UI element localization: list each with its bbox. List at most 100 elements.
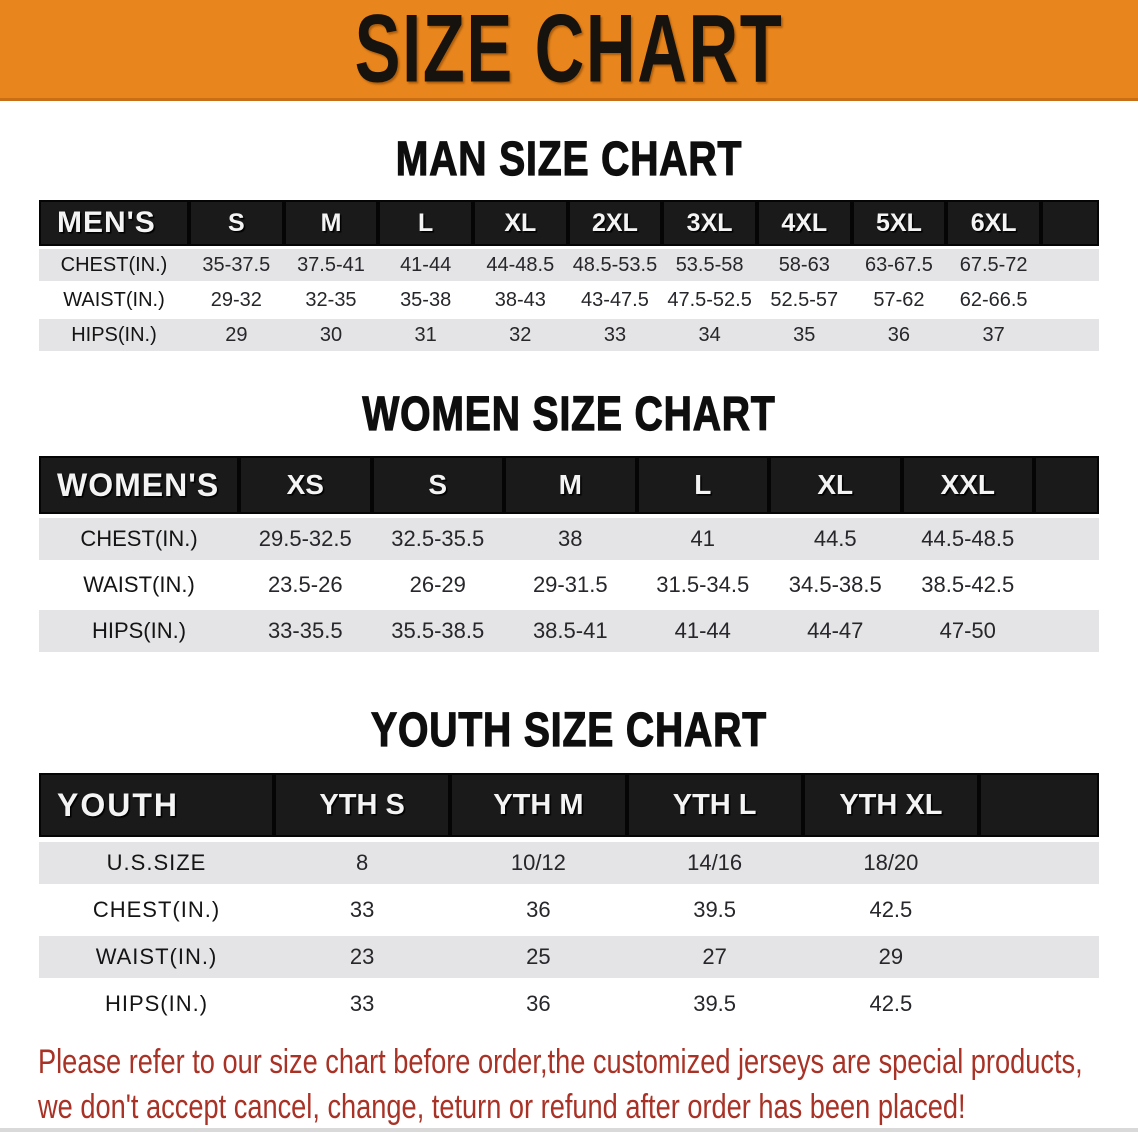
measurement-cell: 41-44 <box>378 249 473 281</box>
measurement-cell: 26-29 <box>371 564 504 606</box>
size-column-header: XXL <box>901 456 1034 514</box>
row-spacer <box>979 889 1099 931</box>
size-column-header: YTH XL <box>802 773 979 837</box>
row-spacer <box>1041 319 1099 351</box>
disclaimer-line-2: we don't accept cancel, change, teturn o… <box>38 1088 966 1126</box>
table-row: HIPS(IN.) 33 36 39.5 42.5 <box>39 983 1099 1025</box>
measurement-cell: 35-38 <box>378 284 473 316</box>
table-corner-label: YOUTH <box>39 773 274 837</box>
measurement-cell: 44-47 <box>769 610 902 652</box>
men-table-header-row: MEN'S S M L XL 2XL 3XL 4XL 5XL 6XL <box>39 200 1099 246</box>
measurement-cell: 67.5-72 <box>946 249 1041 281</box>
table-row: U.S.SIZE 8 10/12 14/16 18/20 <box>39 842 1099 884</box>
row-spacer <box>1034 610 1099 652</box>
men-table-body: CHEST(IN.) 35-37.5 37.5-41 41-44 44-48.5 48.5… <box>39 249 1099 351</box>
measurement-cell: 34 <box>662 319 757 351</box>
measurement-cell: 23.5-26 <box>239 564 372 606</box>
page-title: SIZE CHART <box>354 0 784 103</box>
measurement-cell: 32-35 <box>283 284 379 316</box>
measurement-cell: 38.5-41 <box>504 610 637 652</box>
bottom-edge-strip <box>0 1128 1138 1132</box>
measurement-cell: 31 <box>378 319 473 351</box>
men-section-heading: MAN SIZE CHART <box>395 130 743 186</box>
disclaimer: Please refer to our size chart before or… <box>0 1040 1138 1130</box>
measurement-cell: 10/12 <box>450 842 627 884</box>
size-column-header: 5XL <box>851 200 947 246</box>
table-row: WAIST(IN.) 23.5-26 26-29 29-31.5 31.5-34.5 34… <box>39 564 1099 606</box>
size-column-header: 3XL <box>662 200 757 246</box>
size-column-header: L <box>636 456 769 514</box>
row-label: U.S.SIZE <box>39 842 274 884</box>
women-table-header-row: WOMEN'S XS S M L XL XXL <box>39 456 1099 514</box>
size-column-header: YTH S <box>274 773 451 837</box>
row-spacer <box>1041 284 1099 316</box>
measurement-cell: 39.5 <box>626 983 803 1025</box>
measurement-cell: 47-50 <box>901 610 1034 652</box>
measurement-cell: 35.5-38.5 <box>371 610 504 652</box>
youth-size-table: YOUTH YTH S YTH M YTH L YTH XL U.S.SIZE 8 10/1… <box>39 768 1099 1030</box>
measurement-cell: 38.5-42.5 <box>901 564 1034 606</box>
table-row: CHEST(IN.) 29.5-32.5 32.5-35.5 38 41 44.5 44.5… <box>39 518 1099 560</box>
measurement-cell: 53.5-58 <box>662 249 757 281</box>
measurement-cell: 52.5-57 <box>756 284 852 316</box>
youth-table-body: U.S.SIZE 8 10/12 14/16 18/20 CHEST(IN.) 33 36 39… <box>39 842 1099 1025</box>
measurement-cell: 33 <box>567 319 663 351</box>
row-label: WAIST(IN.) <box>39 284 189 316</box>
measurement-cell: 8 <box>274 842 451 884</box>
size-column-header: S <box>371 456 504 514</box>
row-label: CHEST(IN.) <box>39 518 239 560</box>
measurement-cell: 37.5-41 <box>283 249 379 281</box>
measurement-cell: 36 <box>851 319 947 351</box>
table-row: WAIST(IN.) 23 25 27 29 <box>39 936 1099 978</box>
women-size-section: WOMEN SIZE CHART WOMEN'S XS S M L XL XXL CHEST… <box>0 385 1138 656</box>
size-column-header: S <box>189 200 284 246</box>
measurement-cell: 29.5-32.5 <box>239 518 372 560</box>
measurement-cell: 41 <box>636 518 769 560</box>
measurement-cell: 36 <box>450 889 627 931</box>
table-corner-label: WOMEN'S <box>39 456 239 514</box>
measurement-cell: 44-48.5 <box>472 249 568 281</box>
measurement-cell: 29 <box>802 936 979 978</box>
row-label: HIPS(IN.) <box>39 319 189 351</box>
measurement-cell: 44.5 <box>769 518 902 560</box>
size-column-header: YTH L <box>626 773 803 837</box>
header-spacer <box>1041 200 1099 246</box>
women-size-table: WOMEN'S XS S M L XL XXL CHEST(IN.) 29.5-32.5 32.… <box>39 452 1099 656</box>
youth-table-header-row: YOUTH YTH S YTH M YTH L YTH XL <box>39 773 1099 837</box>
size-column-header: XS <box>239 456 372 514</box>
row-spacer <box>979 983 1099 1025</box>
measurement-cell: 58-63 <box>756 249 852 281</box>
measurement-cell: 43-47.5 <box>567 284 663 316</box>
size-column-header: YTH M <box>450 773 627 837</box>
table-corner-label: MEN'S <box>39 200 189 246</box>
row-label: HIPS(IN.) <box>39 610 239 652</box>
row-label: CHEST(IN.) <box>39 249 189 281</box>
size-column-header: 6XL <box>946 200 1041 246</box>
measurement-cell: 38 <box>504 518 637 560</box>
measurement-cell: 37 <box>946 319 1041 351</box>
measurement-cell: 25 <box>450 936 627 978</box>
row-spacer <box>1034 518 1099 560</box>
row-spacer <box>979 842 1099 884</box>
women-table-body: CHEST(IN.) 29.5-32.5 32.5-35.5 38 41 44.5 44.5… <box>39 518 1099 652</box>
measurement-cell: 32 <box>472 319 568 351</box>
size-column-header: L <box>378 200 473 246</box>
men-size-section: MAN SIZE CHART MEN'S S M L XL 2XL 3XL 4XL 5XL 6XL… <box>0 130 1138 354</box>
size-column-header: M <box>283 200 379 246</box>
table-row: HIPS(IN.) 33-35.5 35.5-38.5 38.5-41 41-44 44-… <box>39 610 1099 652</box>
measurement-cell: 23 <box>274 936 451 978</box>
measurement-cell: 41-44 <box>636 610 769 652</box>
measurement-cell: 63-67.5 <box>851 249 947 281</box>
measurement-cell: 32.5-35.5 <box>371 518 504 560</box>
measurement-cell: 18/20 <box>802 842 979 884</box>
measurement-cell: 57-62 <box>851 284 947 316</box>
measurement-cell: 33 <box>274 889 451 931</box>
measurement-cell: 47.5-52.5 <box>662 284 757 316</box>
youth-section-heading: YOUTH SIZE CHART <box>371 701 767 757</box>
measurement-cell: 39.5 <box>626 889 803 931</box>
table-row: CHEST(IN.) 33 36 39.5 42.5 <box>39 889 1099 931</box>
measurement-cell: 62-66.5 <box>946 284 1041 316</box>
measurement-cell: 38-43 <box>472 284 568 316</box>
size-column-header: 2XL <box>567 200 663 246</box>
